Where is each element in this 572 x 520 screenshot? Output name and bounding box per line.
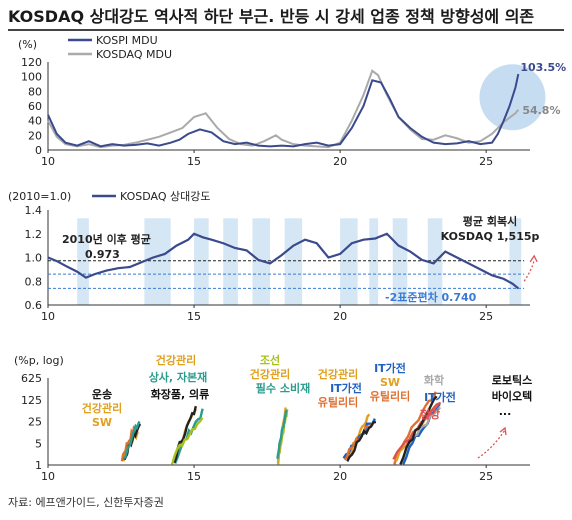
recovery-label: 평균 회복시 (463, 214, 517, 228)
sector-label: 로보틱스 (492, 373, 532, 387)
sector-label: 건강관리 (156, 353, 196, 367)
legend-label: KOSDAQ 상대강도 (120, 190, 211, 203)
y-tick-label: 1.0 (25, 252, 43, 265)
shaded-period (194, 218, 209, 305)
x-tick-label: 20 (333, 155, 347, 168)
sector-label: 화학 (424, 373, 444, 387)
x-tick-label: 25 (479, 155, 493, 168)
relative-strength-chart: 0.6 0.8 1.0 1.2 1.4 10 15 20 25 (2010=1.0) KOSDAQ … (8, 190, 540, 323)
shaded-period (223, 218, 238, 305)
kosdaq-end-label: 54.8% (522, 104, 560, 117)
shaded-period (284, 218, 303, 305)
future-arrow-head (499, 426, 507, 436)
sector-label: 건강관리 (250, 367, 290, 381)
recovery-arrow-head (529, 254, 538, 263)
sector-label: 유틸리티 (370, 389, 410, 403)
y-tick-label: 40 (28, 115, 42, 128)
sector-line (399, 395, 438, 465)
x-tick-label: 15 (187, 310, 201, 323)
series-line (47, 232, 520, 290)
sector-line (120, 425, 138, 462)
mean-value-label: 0.973 (85, 248, 120, 261)
sector-line (170, 417, 204, 465)
sector-line (346, 420, 377, 462)
sector-label: IT가전 (330, 381, 362, 395)
sector-line (173, 405, 197, 464)
y-tick-label: 1 (35, 459, 42, 472)
kospi-end-label: 103.5% (520, 61, 566, 74)
x-tick-label: 15 (187, 470, 201, 483)
x-tick-label: 10 (41, 310, 55, 323)
series-line (47, 73, 520, 148)
sector-label: 건강관리 (318, 367, 358, 381)
series-line (47, 69, 520, 149)
sector-label: 철강 (420, 407, 440, 421)
y-axis-label: (2010=1.0) (8, 190, 71, 203)
sector-line (402, 403, 441, 465)
legend-label: KOSPI MDU (96, 34, 158, 47)
sector-line (276, 409, 288, 459)
y-tick-label: 625 (21, 372, 42, 385)
y-tick-label: 100 (21, 71, 42, 84)
sector-label: 조선 (260, 353, 280, 367)
y-tick-label: 0 (35, 144, 42, 157)
y-tick-label: 0.8 (25, 275, 43, 288)
x-tick-label: 10 (41, 470, 55, 483)
minus-2sd-label: -2표준편차 0.740 (385, 290, 477, 304)
y-tick-label: 0.6 (25, 299, 43, 312)
sector-label: SW (380, 376, 400, 389)
x-tick-label: 25 (479, 470, 493, 483)
sector-label: 필수 소비재 (256, 381, 310, 395)
shaded-period (392, 218, 408, 305)
shaded-period (144, 218, 171, 305)
x-tick-label: 10 (41, 155, 55, 168)
y-axis-label: (%p, log) (14, 354, 64, 367)
y-tick-label: 5 (35, 437, 42, 450)
x-tick-label: 15 (187, 155, 201, 168)
sector-label: IT가전 (374, 361, 406, 375)
sector-label: IT가전 (424, 390, 456, 404)
sector-label: 상사, 자본재 (149, 370, 208, 384)
recovery-arrow (523, 259, 535, 282)
y-tick-label: 120 (21, 56, 42, 69)
y-tick-label: 25 (28, 416, 42, 429)
sector-label: 화장품, 의류 (151, 387, 210, 401)
x-tick-label: 20 (333, 470, 347, 483)
future-arrow (477, 429, 506, 459)
mean-label: 2010년 이후 평균 (62, 232, 151, 246)
x-tick-label: 20 (333, 310, 347, 323)
sector-label: SW (92, 416, 112, 429)
shaded-period (77, 218, 89, 305)
shaded-period (509, 218, 522, 305)
sector-label: 바이오텍 (492, 389, 532, 403)
y-axis-label: (%) (18, 38, 37, 51)
sector-label: ... (499, 405, 512, 418)
sector-label: 운송 (92, 388, 112, 401)
sector-line (174, 408, 204, 464)
y-tick-label: 60 (28, 100, 42, 113)
recovery-value-label: KOSDAQ 1,515p (441, 230, 540, 243)
shaded-period (369, 218, 379, 305)
y-tick-label: 1.4 (25, 204, 43, 217)
x-tick-label: 25 (479, 310, 493, 323)
source-note: 자료: 에프앤가이드, 신한투자증권 (8, 496, 164, 509)
y-tick-label: 20 (28, 129, 42, 142)
legend-label: KOSDAQ MDU (96, 48, 172, 61)
figure-title: KOSDAQ 상대강도 역사적 하단 부근. 반등 시 강세 업종 정책 방향성… (8, 3, 564, 31)
sector-label: 유틸리티 (318, 395, 358, 409)
shaded-period (340, 218, 358, 305)
sector-label: 건강관리 (82, 401, 122, 415)
y-tick-label: 80 (28, 85, 42, 98)
y-tick-label: 1.2 (25, 228, 43, 241)
sector-line (123, 420, 141, 460)
y-tick-label: 125 (21, 394, 42, 407)
